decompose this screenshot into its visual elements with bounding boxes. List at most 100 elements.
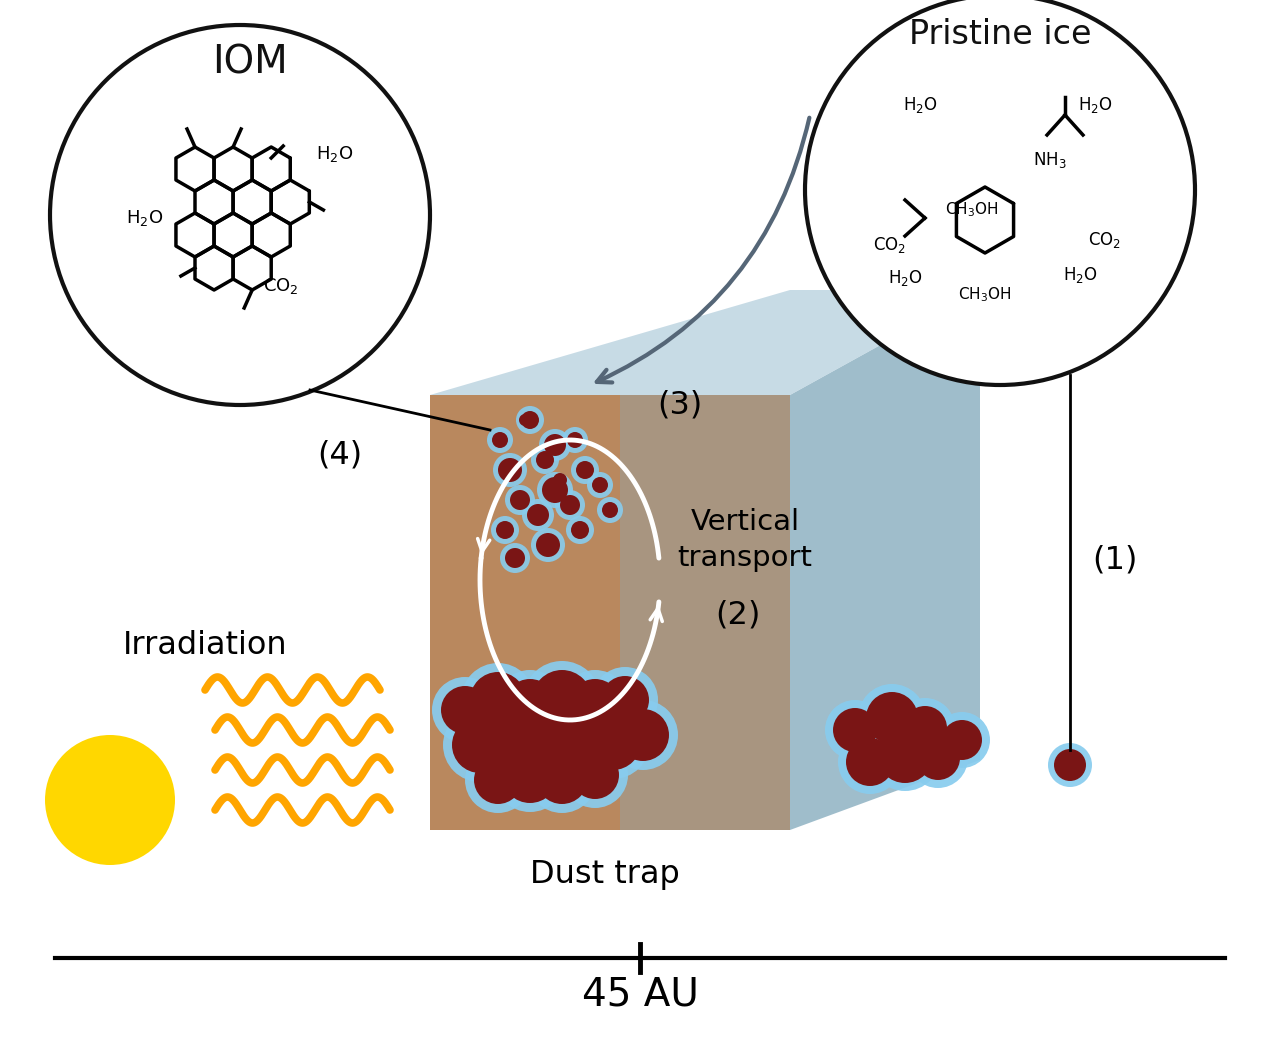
Circle shape: [461, 663, 535, 737]
Text: 45 AU: 45 AU: [581, 976, 699, 1015]
Circle shape: [45, 735, 175, 865]
Circle shape: [541, 477, 568, 503]
Text: Vertical
transport: Vertical transport: [677, 507, 813, 573]
Text: $\mathrm{CO_2}$: $\mathrm{CO_2}$: [873, 235, 906, 255]
Circle shape: [591, 477, 608, 493]
Circle shape: [942, 720, 982, 760]
Circle shape: [532, 670, 591, 730]
Circle shape: [518, 414, 531, 426]
Circle shape: [506, 485, 535, 515]
Circle shape: [452, 717, 508, 773]
Text: $\mathrm{H_2O}$: $\mathrm{H_2O}$: [1062, 265, 1097, 285]
Circle shape: [531, 446, 559, 474]
Circle shape: [536, 533, 561, 557]
Circle shape: [498, 457, 522, 482]
Circle shape: [576, 705, 650, 779]
Circle shape: [602, 502, 618, 518]
Text: (2): (2): [716, 599, 760, 630]
Circle shape: [486, 427, 513, 453]
Circle shape: [547, 704, 614, 772]
Circle shape: [492, 432, 508, 448]
Text: $\mathrm{H_2O}$: $\mathrm{H_2O}$: [1078, 95, 1112, 115]
Circle shape: [596, 497, 623, 523]
Circle shape: [805, 0, 1196, 385]
Circle shape: [470, 672, 526, 728]
Circle shape: [483, 706, 547, 770]
Text: $\mathrm{H_2O}$: $\mathrm{H_2O}$: [887, 268, 923, 288]
Circle shape: [509, 490, 530, 510]
Circle shape: [465, 747, 531, 813]
Circle shape: [858, 684, 925, 752]
Text: $\mathrm{CO_2}$: $\mathrm{CO_2}$: [1088, 230, 1121, 250]
Circle shape: [433, 677, 498, 743]
Circle shape: [442, 686, 489, 734]
Circle shape: [493, 453, 527, 487]
Text: Pristine ice: Pristine ice: [909, 18, 1092, 52]
Circle shape: [591, 667, 658, 733]
Circle shape: [518, 712, 579, 772]
Text: $\mathrm{CO_2}$: $\mathrm{CO_2}$: [264, 276, 298, 297]
Circle shape: [826, 700, 884, 760]
Circle shape: [500, 543, 530, 573]
Circle shape: [570, 679, 621, 731]
Circle shape: [536, 451, 554, 469]
Circle shape: [576, 461, 594, 479]
Circle shape: [588, 472, 613, 498]
Circle shape: [567, 432, 582, 448]
Circle shape: [1048, 743, 1092, 787]
Text: Dust trap: Dust trap: [530, 860, 680, 891]
Circle shape: [562, 742, 628, 808]
Circle shape: [522, 499, 554, 531]
Circle shape: [561, 495, 580, 515]
Circle shape: [443, 708, 517, 782]
Circle shape: [497, 521, 515, 539]
Circle shape: [838, 730, 902, 794]
Circle shape: [536, 752, 588, 804]
Circle shape: [571, 456, 599, 484]
Circle shape: [504, 679, 556, 731]
Circle shape: [493, 738, 567, 812]
Polygon shape: [790, 290, 980, 830]
Circle shape: [566, 516, 594, 544]
Circle shape: [556, 490, 585, 520]
Circle shape: [502, 747, 558, 803]
Circle shape: [553, 473, 567, 487]
Circle shape: [50, 25, 430, 405]
Text: $\mathrm{NH_3}$: $\mathrm{NH_3}$: [1033, 150, 1066, 170]
Circle shape: [585, 714, 641, 770]
Circle shape: [934, 712, 989, 768]
Circle shape: [506, 548, 525, 568]
Text: (3): (3): [658, 390, 703, 420]
Circle shape: [516, 406, 544, 434]
Polygon shape: [620, 395, 790, 830]
Text: $\mathrm{CH_3OH}$: $\mathrm{CH_3OH}$: [959, 286, 1011, 304]
Circle shape: [538, 695, 623, 780]
Polygon shape: [430, 290, 980, 395]
Circle shape: [562, 427, 588, 453]
Circle shape: [571, 751, 620, 798]
Circle shape: [544, 434, 566, 456]
Text: $\mathrm{H_2O}$: $\mathrm{H_2O}$: [902, 95, 937, 115]
Circle shape: [571, 521, 589, 539]
Circle shape: [524, 661, 602, 739]
Text: Irradiation: Irradiation: [123, 629, 287, 661]
Polygon shape: [430, 395, 790, 830]
Text: (4): (4): [317, 439, 362, 470]
Circle shape: [869, 719, 941, 791]
Circle shape: [561, 670, 630, 740]
Circle shape: [474, 697, 556, 779]
Text: $\mathrm{H_2O}$: $\mathrm{H_2O}$: [316, 144, 353, 164]
Circle shape: [509, 703, 588, 780]
Circle shape: [1053, 749, 1085, 780]
Text: $\mathrm{H_2O}$: $\mathrm{H_2O}$: [127, 209, 164, 229]
Circle shape: [877, 726, 933, 783]
Circle shape: [908, 728, 968, 788]
Circle shape: [846, 738, 893, 786]
Circle shape: [495, 670, 564, 740]
Circle shape: [602, 676, 649, 724]
Circle shape: [527, 504, 549, 526]
Circle shape: [474, 756, 522, 804]
Circle shape: [608, 700, 678, 770]
Text: $\mathrm{CH_3OH}$: $\mathrm{CH_3OH}$: [945, 200, 998, 219]
Circle shape: [492, 516, 518, 544]
